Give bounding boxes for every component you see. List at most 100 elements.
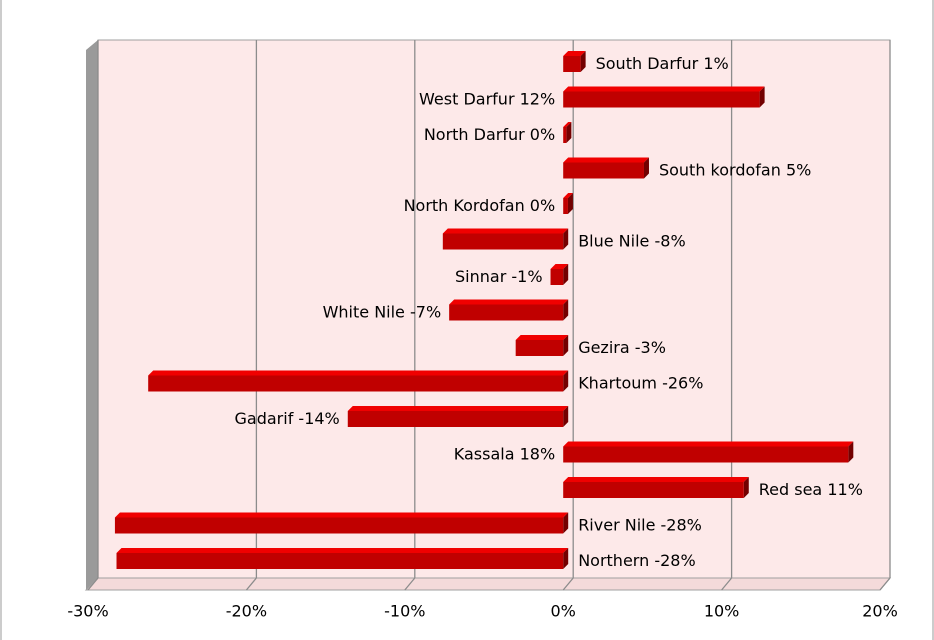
bar-side	[563, 228, 569, 250]
value-label: -3%	[635, 338, 666, 357]
bar-top	[449, 299, 569, 305]
data-label: North Darfur 0%	[424, 125, 555, 144]
bar	[563, 127, 567, 143]
bar-side	[563, 299, 569, 321]
data-label: Northern -28%	[578, 551, 695, 570]
bar	[563, 162, 644, 179]
value-label: 1%	[703, 54, 728, 73]
value-label: -26%	[662, 373, 703, 392]
bar-side	[563, 370, 569, 392]
bar	[114, 517, 564, 534]
data-label: Kassala 18%	[454, 444, 555, 463]
bar	[550, 269, 564, 285]
value-label: -14%	[298, 409, 339, 428]
bar-side	[563, 406, 569, 427]
category-label: Gadarif	[235, 409, 294, 428]
data-label: Gezira -3%	[578, 338, 666, 357]
bar	[515, 340, 564, 356]
bar	[563, 91, 760, 108]
bar-top	[442, 228, 569, 234]
bar-side	[567, 193, 573, 214]
grid-line-floor	[879, 577, 891, 591]
bar-top	[563, 122, 572, 127]
bar-top	[563, 86, 765, 92]
bar-top	[116, 548, 569, 553]
category-label: South kordofan	[659, 160, 781, 179]
data-label: River Nile -28%	[578, 515, 702, 534]
side-wall	[86, 40, 98, 590]
x-tick-label: 20%	[862, 602, 898, 621]
bar-side	[743, 477, 749, 498]
bar	[563, 198, 568, 214]
data-label: Khartoum -26%	[578, 373, 703, 392]
bar-top	[563, 51, 586, 56]
category-label: Khartoum	[578, 373, 657, 392]
bar-side	[643, 157, 649, 179]
category-label: Kassala	[454, 444, 515, 463]
value-label: 12%	[520, 89, 556, 108]
category-label: South Darfur	[596, 54, 699, 73]
x-tick-label: 10%	[704, 602, 740, 621]
bar-side	[566, 122, 572, 143]
value-label: 0%	[530, 125, 555, 144]
x-tick-label: -20%	[226, 602, 267, 621]
data-label: Red sea 11%	[759, 480, 863, 499]
value-label: 11%	[827, 480, 863, 499]
category-label: Gezira	[578, 338, 629, 357]
grid-line-floor	[721, 577, 733, 591]
bar-side	[759, 86, 765, 108]
value-label: -28%	[654, 551, 695, 570]
value-label: 18%	[520, 444, 556, 463]
labels: -30% -20% -10% 0% 10% 20% South Darfur 1% West …	[67, 54, 897, 621]
bar	[563, 56, 581, 72]
x-tick-label: 0%	[551, 602, 576, 621]
bar-side	[563, 548, 569, 569]
bar-top	[114, 512, 569, 518]
bar-top	[550, 264, 569, 269]
grid-line-floor	[562, 577, 574, 591]
value-label: -8%	[654, 231, 685, 250]
category-label: Northern	[578, 551, 649, 570]
value-label: -28%	[661, 515, 702, 534]
bar	[442, 233, 564, 250]
bar-top	[148, 370, 569, 376]
value-label: 0%	[530, 196, 555, 215]
bars	[114, 51, 854, 569]
grid-line-floor	[245, 577, 257, 591]
bar-side	[563, 264, 569, 285]
category-label: Red sea	[759, 480, 822, 499]
bar-side	[580, 51, 586, 72]
bar	[563, 446, 849, 463]
data-label: North Kordofan 0%	[404, 196, 556, 215]
bar-top	[563, 193, 573, 198]
data-label: South kordofan 5%	[659, 160, 811, 179]
grid-line-floor	[87, 577, 99, 591]
category-label: North Kordofan	[404, 196, 525, 215]
data-label: Blue Nile -8%	[578, 231, 685, 250]
grid-line-floor	[404, 577, 416, 591]
bar-side	[563, 335, 569, 356]
category-label: Sinnar	[455, 267, 507, 286]
value-label: -1%	[511, 267, 542, 286]
bar-top	[563, 157, 649, 163]
data-label: Sinnar -1%	[455, 267, 543, 286]
floor	[84, 577, 892, 591]
data-label: South Darfur 1%	[596, 54, 729, 73]
bar-side	[848, 441, 854, 463]
bar-top	[347, 406, 569, 411]
bar-side	[563, 512, 569, 534]
data-label: Gadarif -14%	[235, 409, 340, 428]
category-label: North Darfur	[424, 125, 525, 144]
bar	[347, 411, 564, 427]
category-label: Blue Nile	[578, 231, 649, 250]
category-label: White Nile	[323, 302, 405, 321]
value-label: -7%	[410, 302, 441, 321]
category-label: River Nile	[578, 515, 655, 534]
bar	[116, 553, 564, 569]
x-tick-label: -30%	[67, 602, 108, 621]
x-tick-label: -10%	[384, 602, 425, 621]
bar	[148, 375, 564, 392]
data-label: White Nile -7%	[323, 302, 442, 321]
bar	[563, 482, 744, 498]
bar	[449, 304, 564, 321]
